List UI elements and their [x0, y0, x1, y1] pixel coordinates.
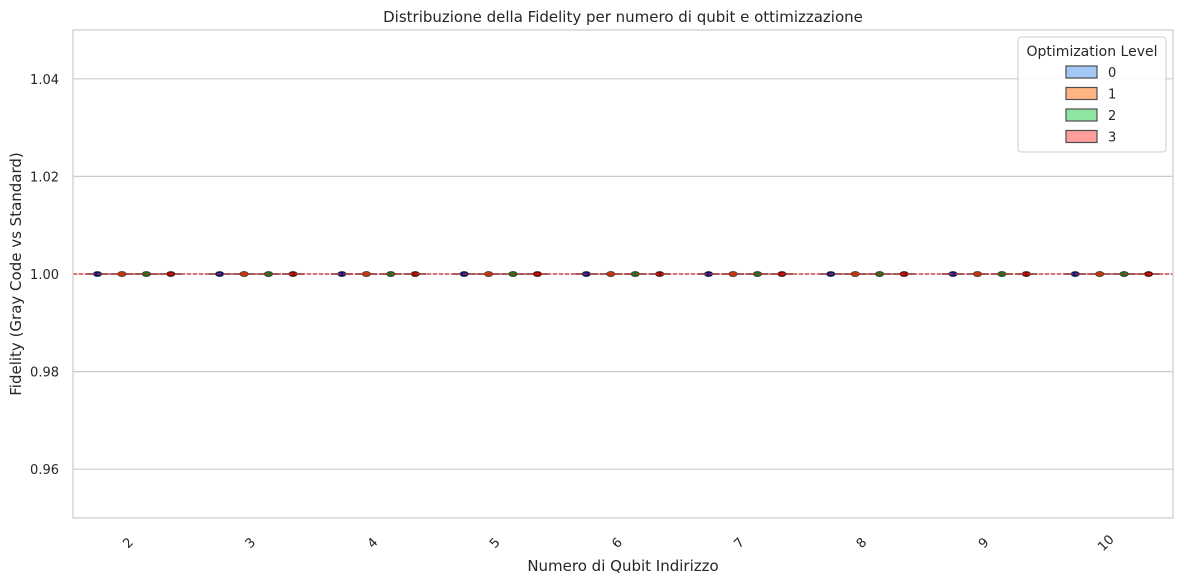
y-tick-label: 1.02: [30, 170, 59, 185]
y-tick-label: 1.00: [30, 268, 59, 283]
x-tick-label: 3: [243, 535, 259, 551]
legend-swatch: [1065, 129, 1098, 144]
legend-label: 2: [1108, 109, 1116, 124]
legend-title: Optimization Level: [1027, 44, 1158, 60]
y-tick-label: 1.04: [30, 73, 59, 88]
x-tick-label: 6: [609, 535, 625, 551]
legend-label: 1: [1108, 88, 1116, 103]
y-tick-label: 0.96: [30, 463, 59, 478]
x-tick-label: 4: [365, 535, 381, 551]
legend-label: 0: [1108, 66, 1116, 81]
legend-swatch: [1065, 108, 1098, 122]
x-tick-label: 10: [1095, 532, 1117, 554]
legend-label: 3: [1108, 131, 1116, 146]
y-axis-label: Fidelity (Gray Code vs Standard): [7, 152, 25, 396]
y-tick-labels: 0.96 0.98 1.00 1.02 1.04: [30, 73, 59, 478]
legend-items: 0 1 2 3: [1065, 65, 1116, 146]
legend-swatch: [1065, 86, 1098, 101]
y-tick-label: 0.98: [30, 366, 59, 381]
x-tick-label: 7: [732, 535, 748, 551]
x-tick-label: 9: [976, 535, 992, 551]
legend: Optimization Level 0 1 2 3: [1017, 36, 1167, 153]
x-tick-label: 5: [487, 535, 503, 551]
x-tick-labels: 2 3 4 5 6 7 8 9 10: [120, 532, 1117, 554]
x-axis-label: Numero di Qubit Indirizzo: [527, 557, 718, 575]
plot-frame: [72, 29, 1174, 519]
chart-title: Distribuzione della Fidelity per numero …: [383, 8, 863, 26]
legend-swatch: [1065, 65, 1098, 79]
x-tick-label: 8: [854, 535, 870, 551]
x-tick-label: 2: [120, 535, 136, 551]
